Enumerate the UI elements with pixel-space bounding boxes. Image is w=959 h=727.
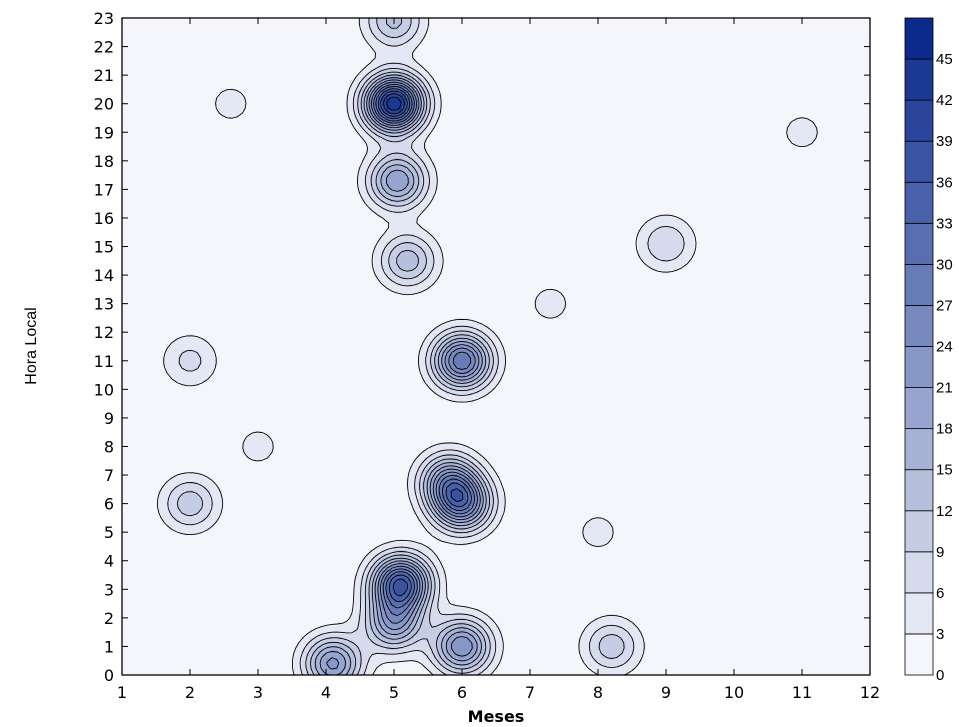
colorbar-label: 6 bbox=[936, 585, 944, 602]
y-tick-label: 9 bbox=[104, 409, 114, 428]
colorbar-band bbox=[904, 551, 934, 594]
y-tick-label: 7 bbox=[104, 466, 114, 485]
colorbar-band bbox=[904, 305, 934, 347]
y-tick-label: 21 bbox=[94, 66, 114, 85]
plot-frame bbox=[121, 17, 871, 676]
colorbar-label: 36 bbox=[936, 174, 953, 191]
colorbar-band bbox=[904, 17, 934, 60]
colorbar-band bbox=[904, 633, 934, 676]
x-tick-label: 3 bbox=[253, 683, 263, 702]
y-tick-label: 8 bbox=[104, 437, 114, 456]
y-tick-label: 12 bbox=[94, 323, 114, 342]
colorbar-label: 45 bbox=[936, 51, 953, 68]
x-tick-label: 11 bbox=[792, 683, 812, 702]
colorbar-label: 39 bbox=[936, 133, 953, 150]
y-tick-label: 18 bbox=[94, 152, 114, 171]
y-tick-label: 22 bbox=[94, 38, 114, 57]
y-tick-label: 3 bbox=[104, 580, 114, 599]
x-tick-label: 2 bbox=[185, 683, 195, 702]
colorbar-label: 9 bbox=[936, 544, 944, 561]
colorbar-label: 42 bbox=[936, 92, 953, 109]
colorbar-band bbox=[904, 140, 934, 183]
colorbar-band bbox=[904, 99, 934, 142]
colorbar-label: 30 bbox=[936, 256, 953, 273]
colorbar-label: 18 bbox=[936, 421, 953, 438]
x-tick-label: 6 bbox=[457, 683, 467, 702]
colorbar-label: 24 bbox=[936, 339, 953, 356]
y-tick-label: 10 bbox=[94, 380, 114, 399]
colorbar-band bbox=[904, 181, 934, 224]
y-tick-label: 11 bbox=[94, 352, 114, 371]
y-tick-label: 23 bbox=[94, 9, 114, 28]
colorbar-band bbox=[904, 428, 934, 471]
colorbar-band bbox=[904, 510, 934, 553]
colorbar-band bbox=[904, 263, 934, 306]
y-tick-label: 16 bbox=[94, 209, 114, 228]
x-tick-label: 4 bbox=[321, 683, 331, 702]
y-tick-label: 6 bbox=[104, 495, 114, 514]
colorbar-label: 27 bbox=[936, 297, 953, 314]
x-axis: 1 2 3 4 5 6 7 8 9 10 11 12 bbox=[117, 18, 880, 702]
y-tick-label: 19 bbox=[94, 123, 114, 142]
x-tick-label: 10 bbox=[724, 683, 744, 702]
colorbar-band bbox=[904, 346, 934, 388]
colorbar-band bbox=[904, 387, 934, 430]
y-tick-label: 1 bbox=[104, 637, 114, 656]
colorbar-label: 33 bbox=[936, 215, 953, 232]
x-tick-label: 8 bbox=[593, 683, 603, 702]
colorbar-band bbox=[904, 469, 934, 512]
y-tick-label: 14 bbox=[94, 266, 114, 285]
y-tick-label: 2 bbox=[104, 609, 114, 628]
y-tick-label: 13 bbox=[94, 295, 114, 314]
colorbar-label: 0 bbox=[936, 667, 944, 684]
y-tick-label: 4 bbox=[104, 552, 114, 571]
colorbar-label: 21 bbox=[936, 380, 953, 397]
x-tick-label: 9 bbox=[661, 683, 671, 702]
contour-lines bbox=[156, 18, 818, 675]
colorbar-band bbox=[904, 592, 934, 635]
y-tick-label: 15 bbox=[94, 238, 114, 257]
y-tick-label: 0 bbox=[104, 666, 114, 685]
x-tick-label: 1 bbox=[117, 683, 127, 702]
x-tick-label: 7 bbox=[525, 683, 535, 702]
colorbar-label: 12 bbox=[936, 503, 953, 520]
colorbar-band bbox=[904, 222, 934, 265]
y-tick-label: 17 bbox=[94, 180, 114, 199]
x-axis-title: Meses bbox=[468, 707, 525, 726]
contour-fill-area bbox=[122, 18, 870, 675]
x-tick-label: 12 bbox=[860, 683, 880, 702]
y-tick-label: 20 bbox=[94, 95, 114, 114]
y-tick-label: 5 bbox=[104, 523, 114, 542]
colorbar-band bbox=[904, 58, 934, 101]
colorbar-label: 15 bbox=[936, 462, 953, 479]
y-axis-title: Hora Local bbox=[23, 307, 40, 384]
x-tick-label: 5 bbox=[389, 683, 399, 702]
colorbar-label: 3 bbox=[936, 626, 944, 643]
contour-line-set bbox=[156, 18, 818, 675]
